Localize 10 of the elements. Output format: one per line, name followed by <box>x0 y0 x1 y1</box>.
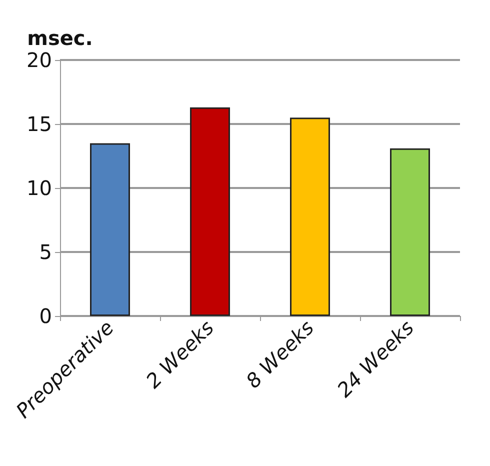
y-tick-label: 0 <box>39 304 52 328</box>
y-tick-label: 10 <box>26 176 52 200</box>
bar <box>190 107 230 316</box>
y-axis-title: msec. <box>27 26 93 50</box>
bar <box>390 148 430 316</box>
y-tick-label: 15 <box>26 112 52 136</box>
y-tick-label: 5 <box>39 240 52 264</box>
bar <box>90 143 130 316</box>
bar <box>290 118 330 316</box>
y-tick-label: 20 <box>26 48 52 72</box>
